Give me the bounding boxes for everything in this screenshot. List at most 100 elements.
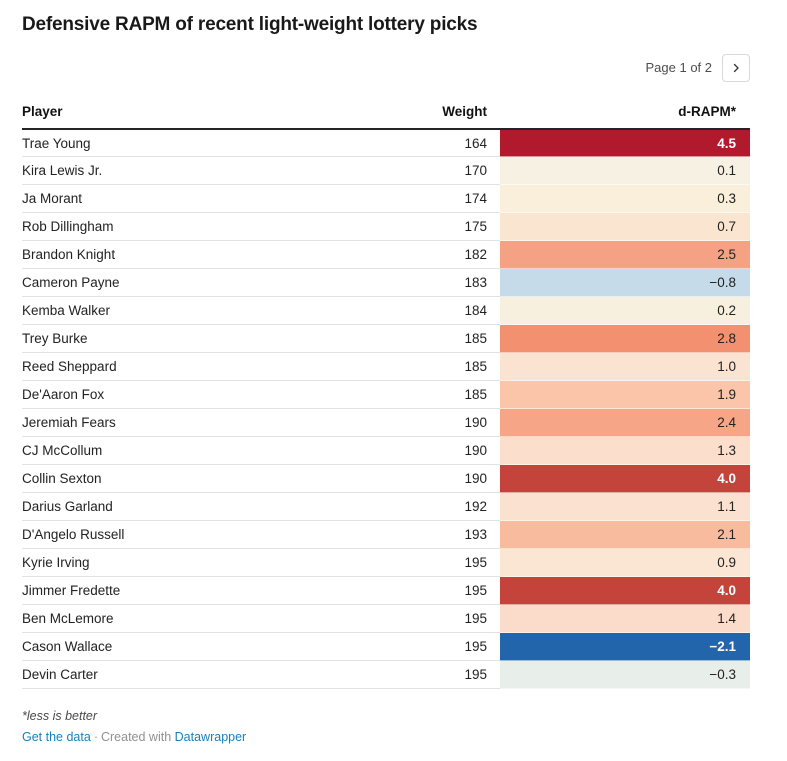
table-row: Jimmer Fredette 195 4.0 [22,576,750,606]
table-row: Trey Burke 185 2.8 [22,324,750,354]
weight-cell: 185 [390,324,500,354]
table-row: Jeremiah Fears 190 2.4 [22,408,750,438]
drapm-cell: 4.0 [500,576,750,606]
weight-cell: 190 [390,464,500,494]
drapm-cell: 2.5 [500,240,750,270]
weight-cell: 184 [390,296,500,326]
player-cell: Devin Carter [22,660,390,690]
weight-cell: 174 [390,184,500,214]
drapm-cell: 0.1 [500,156,750,186]
player-cell: Kira Lewis Jr. [22,156,390,186]
drapm-cell: 0.7 [500,212,750,242]
table-header: Player Weight d-RAPM* [22,103,750,130]
weight-cell: 185 [390,380,500,410]
player-cell: Rob Dillingham [22,212,390,242]
weight-cell: 170 [390,156,500,186]
data-table: Player Weight d-RAPM* Trae Young 164 4.5… [22,103,750,690]
drapm-cell: 4.5 [500,128,750,158]
credit-separator: · [93,730,98,745]
player-cell: Jeremiah Fears [22,408,390,438]
drapm-cell: 2.8 [500,324,750,354]
weight-cell: 192 [390,492,500,522]
chevron-right-icon [730,62,742,74]
weight-cell: 195 [390,604,500,634]
player-cell: De'Aaron Fox [22,380,390,410]
table-row: Rob Dillingham 175 0.7 [22,212,750,242]
footer: *less is better Get the data · Created wit… [22,709,750,744]
page-title: Defensive RAPM of recent light-weight lo… [22,14,478,35]
table-row: CJ McCollum 190 1.3 [22,436,750,466]
weight-cell: 195 [390,660,500,690]
next-page-button[interactable] [722,53,750,82]
table-row: Collin Sexton 190 4.0 [22,464,750,494]
drapm-cell: −2.1 [500,632,750,662]
table-row: Trae Young 164 4.5 [22,128,750,158]
drapm-cell: 1.4 [500,604,750,634]
datawrapper-table-widget: Defensive RAPM of recent light-weight lo… [22,14,750,744]
weight-cell: 195 [390,576,500,606]
drapm-cell: 0.3 [500,184,750,214]
drapm-cell: 0.2 [500,296,750,326]
player-cell: Ja Morant [22,184,390,214]
pagination-label: Page 1 of 2 [645,60,713,76]
drapm-cell: 2.1 [500,520,750,550]
player-cell: CJ McCollum [22,436,390,466]
table-row: D'Angelo Russell 193 2.1 [22,520,750,550]
drapm-cell: 1.3 [500,436,750,466]
weight-cell: 195 [390,632,500,662]
table-row: Ja Morant 174 0.3 [22,184,750,214]
weight-cell: 183 [390,268,500,298]
column-header-weight: Weight [390,103,500,130]
player-cell: Jimmer Fredette [22,576,390,606]
table-row: Reed Sheppard 185 1.0 [22,352,750,382]
table-row: Kira Lewis Jr. 170 0.1 [22,156,750,186]
table-row: Cason Wallace 195 −2.1 [22,632,750,662]
table-row: Kyrie Irving 195 0.9 [22,548,750,578]
get-data-link[interactable]: Get the data [22,730,91,745]
weight-cell: 182 [390,240,500,270]
player-cell: Darius Garland [22,492,390,522]
drapm-cell: 1.0 [500,352,750,382]
player-cell: Collin Sexton [22,464,390,494]
column-header-player: Player [22,103,390,130]
table-row: Brandon Knight 182 2.5 [22,240,750,270]
table-row: Devin Carter 195 −0.3 [22,660,750,690]
drapm-cell: −0.8 [500,268,750,298]
drapm-cell: 2.4 [500,408,750,438]
weight-cell: 190 [390,436,500,466]
footnote: *less is better [22,709,98,724]
table-row: Cameron Payne 183 −0.8 [22,268,750,298]
drapm-cell: −0.3 [500,660,750,690]
weight-cell: 195 [390,548,500,578]
table-row: Kemba Walker 184 0.2 [22,296,750,326]
player-cell: D'Angelo Russell [22,520,390,550]
player-cell: Cameron Payne [22,268,390,298]
table-row: De'Aaron Fox 185 1.9 [22,380,750,410]
player-cell: Cason Wallace [22,632,390,662]
player-cell: Kyrie Irving [22,548,390,578]
player-cell: Trae Young [22,128,390,158]
header-row: Player Weight d-RAPM* [22,103,750,130]
table-row: Darius Garland 192 1.1 [22,492,750,522]
table-row: Ben McLemore 195 1.4 [22,604,750,634]
pagination: Page 1 of 2 [22,53,750,82]
weight-cell: 175 [390,212,500,242]
weight-cell: 164 [390,128,500,158]
player-cell: Kemba Walker [22,296,390,326]
weight-cell: 193 [390,520,500,550]
drapm-cell: 1.9 [500,380,750,410]
column-header-drapm: d-RAPM* [500,103,750,130]
datawrapper-link[interactable]: Datawrapper [174,730,247,745]
player-cell: Reed Sheppard [22,352,390,382]
credits-line: Get the data · Created with Datawrapper [22,730,750,744]
drapm-cell: 4.0 [500,464,750,494]
player-cell: Ben McLemore [22,604,390,634]
drapm-cell: 0.9 [500,548,750,578]
drapm-cell: 1.1 [500,492,750,522]
table-body: Trae Young 164 4.5 Kira Lewis Jr. 170 0.… [22,128,750,690]
credit-text: Created with [100,730,172,745]
weight-cell: 190 [390,408,500,438]
weight-cell: 185 [390,352,500,382]
player-cell: Brandon Knight [22,240,390,270]
player-cell: Trey Burke [22,324,390,354]
